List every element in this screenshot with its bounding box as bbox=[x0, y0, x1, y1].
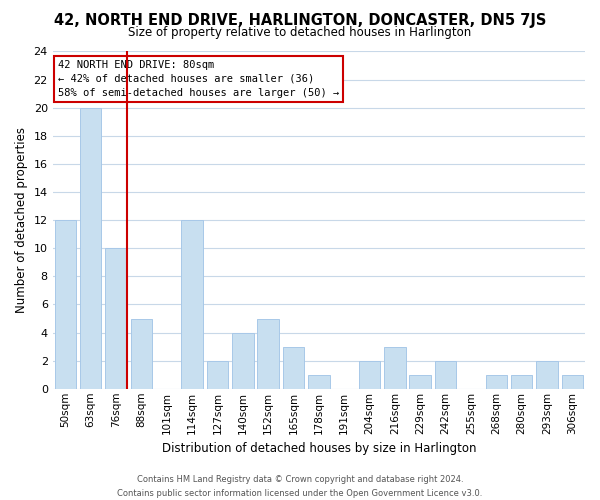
Bar bbox=[435, 360, 457, 389]
Bar bbox=[232, 332, 254, 389]
Bar bbox=[536, 360, 558, 389]
Bar bbox=[562, 374, 583, 389]
Text: Contains HM Land Registry data © Crown copyright and database right 2024.
Contai: Contains HM Land Registry data © Crown c… bbox=[118, 476, 482, 498]
X-axis label: Distribution of detached houses by size in Harlington: Distribution of detached houses by size … bbox=[161, 442, 476, 455]
Bar bbox=[105, 248, 127, 389]
Bar bbox=[181, 220, 203, 389]
Bar bbox=[283, 346, 304, 389]
Bar bbox=[384, 346, 406, 389]
Bar bbox=[308, 374, 329, 389]
Bar bbox=[206, 360, 228, 389]
Bar bbox=[257, 318, 279, 389]
Bar bbox=[80, 108, 101, 389]
Y-axis label: Number of detached properties: Number of detached properties bbox=[15, 127, 28, 313]
Text: Size of property relative to detached houses in Harlington: Size of property relative to detached ho… bbox=[128, 26, 472, 39]
Bar bbox=[55, 220, 76, 389]
Text: 42 NORTH END DRIVE: 80sqm
← 42% of detached houses are smaller (36)
58% of semi-: 42 NORTH END DRIVE: 80sqm ← 42% of detac… bbox=[58, 60, 339, 98]
Text: 42, NORTH END DRIVE, HARLINGTON, DONCASTER, DN5 7JS: 42, NORTH END DRIVE, HARLINGTON, DONCAST… bbox=[54, 12, 546, 28]
Bar bbox=[359, 360, 380, 389]
Bar bbox=[485, 374, 507, 389]
Bar bbox=[409, 374, 431, 389]
Bar bbox=[131, 318, 152, 389]
Bar bbox=[511, 374, 532, 389]
